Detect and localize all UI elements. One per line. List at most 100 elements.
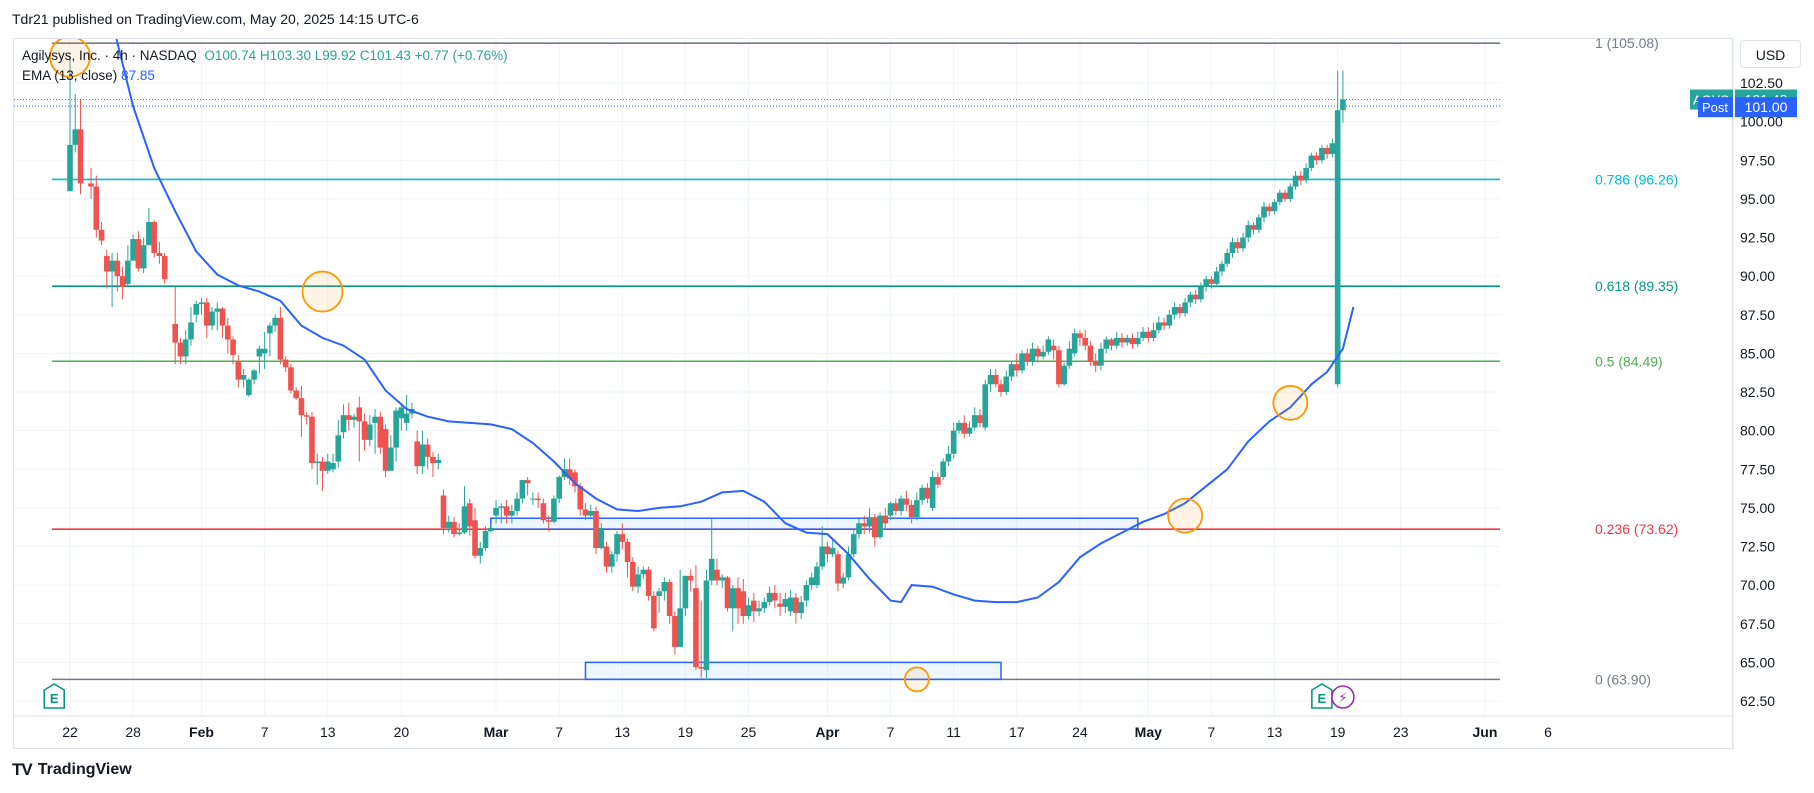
price-tick-label: 97.50 — [1740, 152, 1775, 168]
candle-body — [530, 498, 536, 500]
candle-body — [893, 503, 899, 511]
candle-body — [1108, 339, 1115, 346]
candle-body — [272, 317, 278, 326]
candle-body — [1161, 322, 1167, 326]
currency-button[interactable]: USD — [1740, 40, 1801, 68]
date-tick-label: 13 — [1267, 724, 1283, 740]
candle-body — [335, 435, 342, 462]
candle-body — [161, 256, 168, 280]
candle-body — [1282, 192, 1288, 199]
candle-body — [256, 348, 263, 357]
candle-body — [1071, 333, 1078, 354]
candle-body — [1029, 348, 1036, 362]
high-label: H — [259, 48, 270, 63]
candle-body — [1040, 351, 1046, 357]
highlight-circle — [903, 666, 930, 693]
candle-body — [814, 566, 820, 586]
close-label: C — [359, 48, 370, 63]
candle-body — [146, 222, 152, 246]
candle-body — [277, 317, 284, 360]
candle-body — [929, 476, 936, 508]
candle-body — [288, 367, 294, 391]
ema-line — [115, 39, 1355, 604]
candle-body — [761, 602, 768, 609]
ema-label[interactable]: EMA (13, close) — [22, 68, 118, 83]
candle-body — [151, 222, 157, 253]
candle-body — [182, 339, 189, 357]
candle-body — [1008, 364, 1015, 377]
candle-body — [866, 517, 873, 527]
candle-body — [498, 506, 505, 508]
candle-body — [745, 605, 752, 617]
candle-body — [829, 548, 836, 555]
candle-body — [1224, 252, 1230, 264]
candle-body — [1129, 337, 1136, 345]
candle-body — [940, 461, 946, 477]
candle-body — [203, 302, 210, 326]
highlight-circle — [49, 39, 91, 78]
candle-body — [687, 575, 694, 581]
candle-body — [640, 569, 647, 575]
price-tick-label: 70.00 — [1740, 577, 1775, 593]
date-tick-label: 7 — [887, 724, 895, 740]
legend-ema-row: EMA (13, close) 87.85 — [22, 66, 508, 86]
candle-body — [1192, 294, 1199, 300]
candle-body — [835, 554, 841, 584]
candle-body — [919, 487, 925, 501]
candle-body — [1255, 217, 1262, 230]
candle-body — [319, 461, 326, 471]
candle-body — [1292, 175, 1299, 187]
post-price-tag-label-bg — [1698, 97, 1733, 118]
candle-body — [587, 510, 594, 516]
legend-symbol[interactable]: Agilysys, Inc. · 4h · NASDAQ — [22, 48, 197, 63]
tradingview-brand[interactable]: TV TradingView — [12, 760, 132, 780]
candle-body — [1171, 307, 1178, 315]
candle-body — [798, 602, 804, 613]
price-tick-label: 72.50 — [1740, 539, 1775, 555]
candle-body — [1308, 155, 1315, 168]
candle-body — [824, 546, 831, 555]
candle-body — [935, 476, 941, 485]
candle-body — [345, 415, 352, 420]
candle-body — [1213, 271, 1220, 284]
price-tick-label: 77.50 — [1740, 461, 1775, 477]
candle-body — [1124, 337, 1131, 343]
candle-body — [1324, 147, 1330, 155]
fib-level-label: 1 (105.08) — [1595, 35, 1659, 51]
date-tick-label: 28 — [125, 724, 141, 740]
candle-body — [1271, 201, 1278, 212]
candle-body — [992, 375, 999, 385]
price-tick-label: 87.50 — [1740, 307, 1775, 323]
candle-body — [1219, 263, 1225, 272]
candle-body — [1145, 331, 1152, 338]
candle-body — [398, 407, 405, 419]
price-tick-label: 75.00 — [1740, 500, 1775, 516]
candle-body — [298, 398, 305, 416]
candle-body — [1014, 364, 1020, 371]
candle-body — [682, 575, 689, 609]
candle-body — [1077, 333, 1083, 338]
candle-body — [72, 129, 79, 145]
candle-body — [956, 422, 962, 431]
candle-body — [293, 390, 299, 399]
date-tick-label: Feb — [189, 724, 214, 740]
candle-body — [882, 515, 889, 524]
tradingview-logo-icon: TV — [12, 760, 33, 779]
legend-symbol-row: Agilysys, Inc. · 4h · NASDAQ O100.74 H10… — [22, 46, 508, 66]
candle-body — [924, 487, 931, 499]
candle-body — [1166, 314, 1173, 326]
candle-body — [1329, 143, 1336, 155]
candle-body — [503, 506, 510, 516]
candle-body — [635, 574, 641, 587]
candle-body — [914, 500, 920, 518]
candle-body — [219, 308, 226, 326]
candle-body — [608, 554, 615, 567]
candle-body — [1003, 376, 1010, 392]
date-tick-label: 13 — [320, 724, 336, 740]
candle-body — [493, 507, 499, 516]
candle-body — [593, 510, 599, 549]
candle-body — [1340, 99, 1346, 111]
candle-body — [1119, 337, 1125, 343]
candle-body — [1087, 345, 1094, 362]
